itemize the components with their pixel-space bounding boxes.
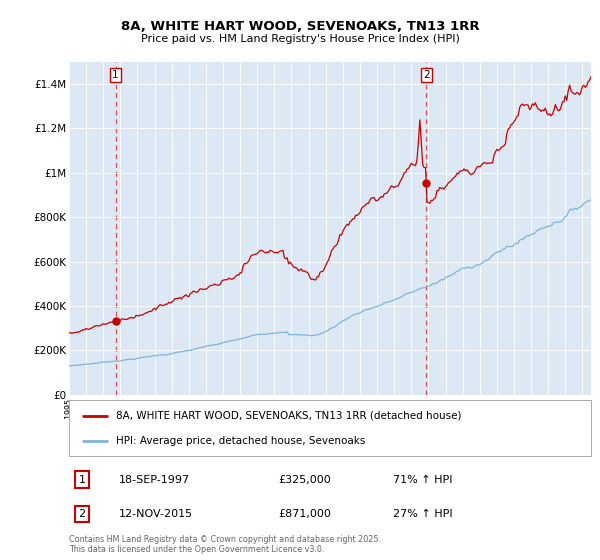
Text: 12-NOV-2015: 12-NOV-2015 (119, 509, 193, 519)
Text: 71% ↑ HPI: 71% ↑ HPI (392, 475, 452, 484)
Text: 2: 2 (423, 70, 430, 80)
Text: £871,000: £871,000 (278, 509, 331, 519)
Text: Price paid vs. HM Land Registry's House Price Index (HPI): Price paid vs. HM Land Registry's House … (140, 34, 460, 44)
Text: 27% ↑ HPI: 27% ↑ HPI (392, 509, 452, 519)
Text: 8A, WHITE HART WOOD, SEVENOAKS, TN13 1RR (detached house): 8A, WHITE HART WOOD, SEVENOAKS, TN13 1RR… (116, 410, 461, 421)
Text: 1: 1 (112, 70, 119, 80)
Text: 8A, WHITE HART WOOD, SEVENOAKS, TN13 1RR: 8A, WHITE HART WOOD, SEVENOAKS, TN13 1RR (121, 20, 479, 32)
Text: HPI: Average price, detached house, Sevenoaks: HPI: Average price, detached house, Seve… (116, 436, 365, 446)
Text: Contains HM Land Registry data © Crown copyright and database right 2025.
This d: Contains HM Land Registry data © Crown c… (69, 535, 381, 554)
Text: 18-SEP-1997: 18-SEP-1997 (119, 475, 190, 484)
Text: 2: 2 (79, 509, 86, 519)
Text: £325,000: £325,000 (278, 475, 331, 484)
Text: 1: 1 (79, 475, 86, 484)
